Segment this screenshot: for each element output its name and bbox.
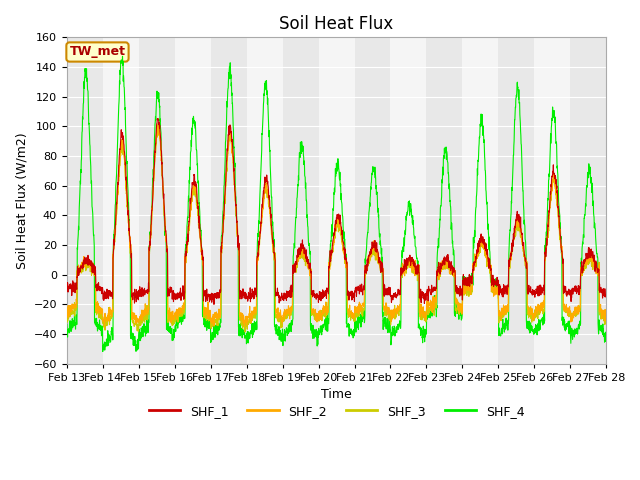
- SHF_4: [353, 321, 360, 327]
- SHF_4: [570, 330, 578, 336]
- SHF_3: [602, 317, 610, 323]
- SHF_3: [353, 312, 360, 318]
- SHF_4: [63, 322, 70, 327]
- SHF_3: [241, 329, 249, 335]
- SHF_4: [364, 226, 372, 231]
- Bar: [355, 37, 390, 364]
- SHF_2: [63, 304, 70, 310]
- Bar: [319, 37, 355, 364]
- SHF_4: [602, 335, 610, 340]
- SHF_2: [556, 223, 563, 229]
- Bar: [175, 37, 211, 364]
- SHF_2: [154, 121, 162, 127]
- Bar: [390, 37, 426, 364]
- Text: TW_met: TW_met: [70, 46, 125, 59]
- SHF_3: [494, 283, 502, 289]
- SHF_2: [602, 313, 610, 319]
- Bar: [211, 37, 246, 364]
- SHF_2: [100, 324, 108, 330]
- SHF_1: [602, 294, 610, 300]
- SHF_1: [154, 116, 162, 121]
- Bar: [103, 37, 139, 364]
- Y-axis label: Soil Heat Flux (W/m2): Soil Heat Flux (W/m2): [15, 132, 28, 269]
- SHF_3: [155, 122, 163, 128]
- Line: SHF_1: SHF_1: [67, 119, 606, 304]
- Bar: [499, 37, 534, 364]
- SHF_1: [210, 301, 218, 307]
- SHF_3: [63, 314, 70, 320]
- SHF_4: [99, 348, 107, 354]
- SHF_1: [214, 295, 221, 300]
- Bar: [570, 37, 606, 364]
- SHF_3: [364, 262, 372, 267]
- SHF_3: [556, 219, 563, 225]
- SHF_3: [214, 321, 221, 326]
- SHF_1: [353, 293, 360, 299]
- Bar: [283, 37, 319, 364]
- X-axis label: Time: Time: [321, 388, 352, 401]
- SHF_1: [494, 281, 502, 287]
- Bar: [534, 37, 570, 364]
- SHF_1: [570, 286, 578, 292]
- SHF_2: [364, 253, 372, 259]
- SHF_4: [214, 332, 221, 338]
- Title: Soil Heat Flux: Soil Heat Flux: [280, 15, 394, 33]
- Bar: [463, 37, 499, 364]
- Bar: [67, 37, 103, 364]
- SHF_2: [494, 288, 502, 293]
- Line: SHF_3: SHF_3: [67, 125, 606, 332]
- SHF_4: [494, 276, 502, 282]
- Line: SHF_4: SHF_4: [67, 56, 606, 351]
- SHF_4: [556, 204, 563, 210]
- SHF_1: [364, 255, 372, 261]
- SHF_3: [570, 313, 578, 319]
- Line: SHF_2: SHF_2: [67, 124, 606, 327]
- SHF_4: [118, 53, 126, 59]
- SHF_2: [353, 307, 360, 313]
- Bar: [139, 37, 175, 364]
- SHF_2: [214, 316, 221, 322]
- Bar: [426, 37, 463, 364]
- Legend: SHF_1, SHF_2, SHF_3, SHF_4: SHF_1, SHF_2, SHF_3, SHF_4: [143, 400, 529, 423]
- SHF_1: [63, 281, 70, 287]
- SHF_2: [570, 309, 578, 315]
- SHF_1: [556, 213, 563, 219]
- Bar: [246, 37, 283, 364]
